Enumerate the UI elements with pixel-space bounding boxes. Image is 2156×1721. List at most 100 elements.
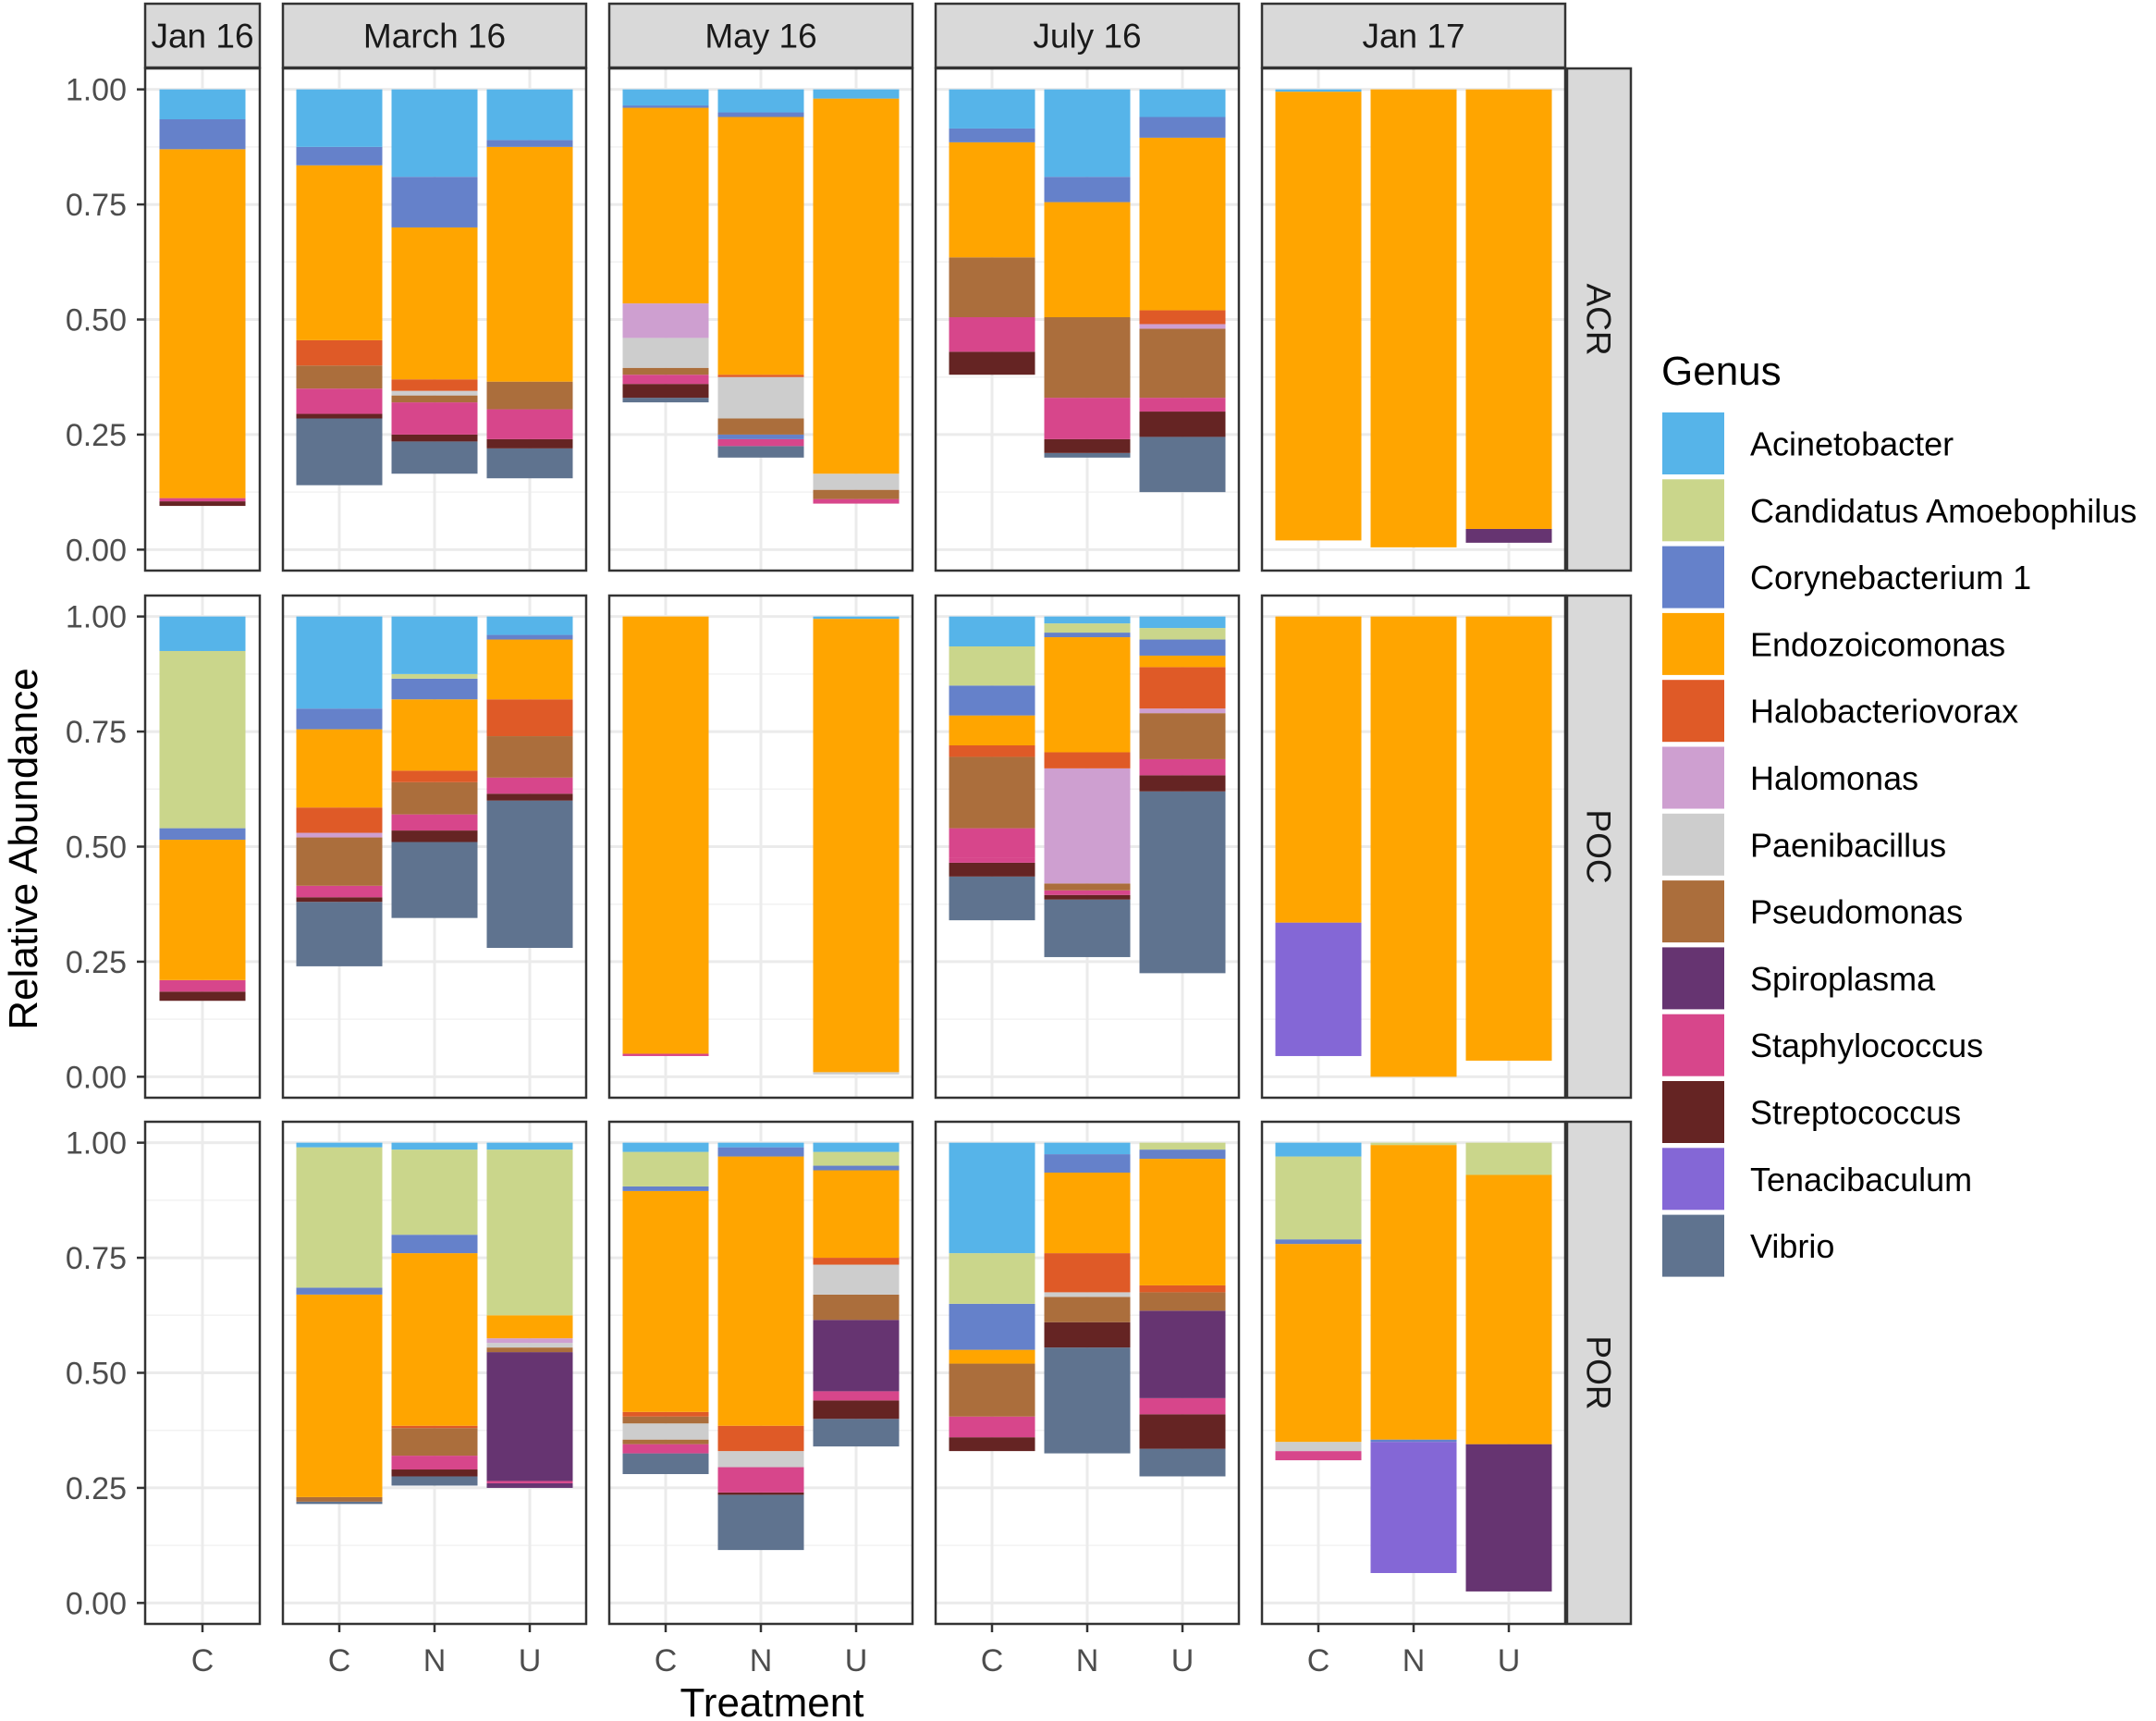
bar-segment-acinetobacter xyxy=(717,89,804,113)
bar-segment-endozoicomonas xyxy=(296,1294,383,1497)
x-tick-label: C xyxy=(655,1643,678,1678)
bar-segment-endozoicomonas xyxy=(1275,1244,1362,1443)
bar-segment-endozoicomonas xyxy=(1044,637,1131,753)
column-strip-label: March 16 xyxy=(363,18,506,55)
strip-background xyxy=(143,2,262,69)
bar-segment-paenibacillus xyxy=(622,338,709,368)
bar-segment-streptococcus xyxy=(159,991,246,1002)
bar-segment-acinetobacter xyxy=(296,1142,383,1148)
bar-segment-pseudomonas xyxy=(949,756,1035,829)
bar-segment-halobacteriovorax xyxy=(486,699,573,737)
bar-segment-endozoicomonas xyxy=(717,117,804,375)
bar-segment-vibrio xyxy=(717,1494,804,1551)
bar-segment-streptococcus xyxy=(296,897,383,903)
bar-segment-corynebacterium-1 xyxy=(1044,177,1131,203)
bar-segment-acinetobacter xyxy=(1275,89,1362,92)
bar-segment-streptococcus xyxy=(1139,775,1226,792)
legend-item-streptococcus: Streptococcus xyxy=(1662,1081,1961,1143)
bar-segment-halomonas xyxy=(486,1338,573,1344)
bar-segment-streptococcus xyxy=(159,501,246,507)
bar-segment-acinetobacter xyxy=(622,1142,709,1152)
bar-segment-acinetobacter xyxy=(486,89,573,141)
bar-segment-pseudomonas xyxy=(1044,1297,1131,1322)
y-tick-label: 0.50 xyxy=(66,830,127,866)
bar-segment-staphylococcus xyxy=(622,1053,709,1056)
bar-segment-corynebacterium-1 xyxy=(717,434,804,439)
bar-poc-march-16-c xyxy=(296,616,383,966)
bar-segment-streptococcus xyxy=(949,862,1035,877)
bar-segment-endozoicomonas xyxy=(1370,616,1457,1077)
bar-segment-acinetobacter xyxy=(949,1142,1035,1254)
bar-segment-streptococcus xyxy=(486,793,573,801)
bar-segment-corynebacterium-1 xyxy=(1139,117,1226,138)
bar-segment-streptococcus xyxy=(622,384,709,399)
bar-segment-endozoicomonas xyxy=(949,715,1035,746)
bar-segment-vibrio xyxy=(1139,436,1226,493)
bar-segment-paenibacillus xyxy=(717,1451,804,1468)
y-axis: 0.00 0.25 0.50 0.75 1.00 xyxy=(66,1126,145,1621)
y-tick-label: 0.75 xyxy=(66,188,127,223)
bar-segment-candidatus-amoebophilus xyxy=(391,673,478,679)
y-axis: 0.00 0.25 0.50 0.75 1.00 xyxy=(66,73,145,568)
x-axis-title: Treatment xyxy=(680,1680,864,1721)
row-strip-label: ACR xyxy=(1580,283,1618,355)
legend-item-acinetobacter: Acinetobacter xyxy=(1662,412,1954,474)
bar-acr-may-16-c xyxy=(622,89,709,403)
legend-label: Vibrio xyxy=(1750,1227,1834,1265)
bar-segment-pseudomonas xyxy=(1139,1292,1226,1311)
row-strip-label: POR xyxy=(1580,1335,1618,1409)
column-strip-label: July 16 xyxy=(1033,18,1141,55)
bar-segment-corynebacterium-1 xyxy=(296,146,383,166)
bar-segment-paenibacillus xyxy=(391,390,478,396)
x-tick-label: U xyxy=(845,1643,868,1678)
legend-item-paenibacillus: Paenibacillus xyxy=(1662,813,1946,876)
legend-item-spiroplasma: Spiroplasma xyxy=(1662,947,1936,1010)
bar-segment-vibrio xyxy=(622,1453,709,1474)
bar-segment-staphylococcus xyxy=(1275,1451,1362,1461)
bar-segment-halobacteriovorax xyxy=(813,1258,900,1265)
bar-poc-jan-16-c xyxy=(159,616,246,1002)
bar-segment-streptococcus xyxy=(949,351,1035,375)
bar-acr-may-16-n xyxy=(717,89,804,458)
bar-segment-acinetobacter xyxy=(296,89,383,147)
legend-key xyxy=(1662,1081,1724,1143)
bar-por-jan-17-n xyxy=(1370,1142,1457,1574)
bar-segment-acinetobacter xyxy=(159,616,246,651)
bar-segment-streptococcus xyxy=(296,413,383,419)
bar-segment-pseudomonas xyxy=(1139,328,1226,399)
bar-segment-spiroplasma xyxy=(813,1320,900,1392)
bar-segment-corynebacterium-1 xyxy=(622,1186,709,1191)
bar-segment-pseudomonas xyxy=(949,1363,1035,1417)
bar-segment-vibrio xyxy=(813,1419,900,1447)
legend-label: Corynebacterium 1 xyxy=(1750,559,2031,596)
column-strip: Jan 16 xyxy=(143,2,262,69)
strip-background xyxy=(1565,1120,1633,1626)
y-tick-label: 0.25 xyxy=(66,418,127,453)
bar-segment-candidatus-amoebophilus xyxy=(391,1149,478,1235)
bar-segment-pseudomonas xyxy=(717,418,804,435)
bar-segment-pseudomonas xyxy=(813,489,900,499)
bar-segment-acinetobacter xyxy=(813,89,900,99)
bar-segment-paenibacillus xyxy=(813,473,900,490)
bar-segment-pseudomonas xyxy=(296,365,383,389)
x-axis: C xyxy=(191,1624,214,1678)
x-tick-label: C xyxy=(1307,1643,1330,1678)
bar-segment-endozoicomonas xyxy=(1465,616,1552,1061)
panel-border xyxy=(1260,594,1567,1100)
legend-label: Acinetobacter xyxy=(1750,425,1954,463)
bar-segment-halobacteriovorax xyxy=(949,745,1035,757)
column-strip-label: Jan 17 xyxy=(1362,18,1464,55)
bar-segment-halobacteriovorax xyxy=(622,1411,709,1417)
y-tick-label: 1.00 xyxy=(66,600,127,635)
legend-key xyxy=(1662,746,1724,809)
bar-segment-corynebacterium-1 xyxy=(486,634,573,640)
panel-border xyxy=(934,594,1241,1100)
bar-segment-streptococcus xyxy=(717,1492,804,1495)
bar-segment-corynebacterium-1 xyxy=(1044,633,1131,638)
bar-segment-vibrio xyxy=(296,1501,383,1505)
bar-por-july-16-u xyxy=(1139,1142,1226,1477)
strip-background xyxy=(1565,594,1633,1100)
bar-segment-candidatus-amoebophilus xyxy=(296,1147,383,1288)
bar-segment-acinetobacter xyxy=(391,616,478,674)
bar-segment-vibrio xyxy=(717,446,804,458)
